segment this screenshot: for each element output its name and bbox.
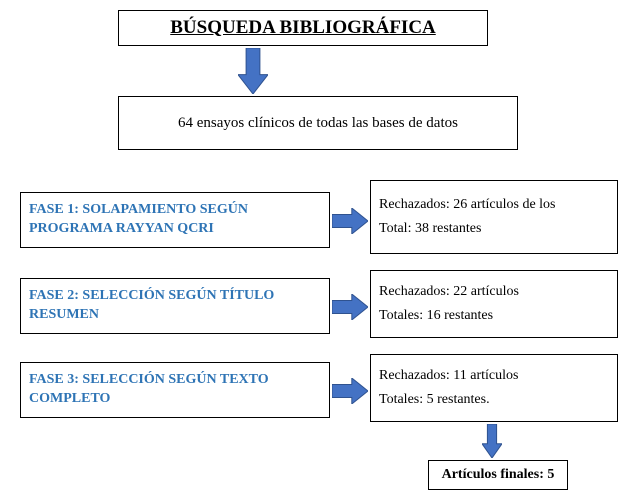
phase1-remaining: Total: 38 restantes [379, 217, 609, 241]
arrow-right-icon [332, 294, 368, 320]
final-box: Artículos finales: 5 [428, 460, 568, 490]
total-box: 64 ensayos clínicos de todas las bases d… [118, 96, 518, 150]
phase3-box: FASE 3: SELECCIÓN SEGÚN TEXTO COMPLETO [20, 362, 330, 418]
phase2-result-box: Rechazados: 22 artículos Totales: 16 res… [370, 270, 618, 338]
phase3-label: FASE 3: SELECCIÓN SEGÚN TEXTO COMPLETO [29, 371, 321, 409]
arrow-down-icon [238, 48, 268, 94]
phase1-label: FASE 1: SOLAPAMIENTO SEGÚN PROGRAMA RAYY… [29, 201, 321, 239]
phase3-rejected: Rechazados: 11 artículos [379, 364, 609, 388]
phase3-result-box: Rechazados: 11 artículos Totales: 5 rest… [370, 354, 618, 422]
final-text: Artículos finales: 5 [442, 467, 555, 483]
phase1-rejected: Rechazados: 26 artículos de los [379, 193, 609, 217]
phase2-box: FASE 2: SELECCIÓN SEGÚN TÍTULO RESUMEN [20, 278, 330, 334]
phase3-remaining: Totales: 5 restantes. [379, 388, 609, 412]
title-box: BÚSQUEDA BIBLIOGRÁFICA [118, 10, 488, 46]
total-text: 64 ensayos clínicos de todas las bases d… [178, 115, 458, 132]
phase2-rejected: Rechazados: 22 artículos [379, 280, 609, 304]
arrow-down-icon [482, 424, 502, 458]
title-text: BÚSQUEDA BIBLIOGRÁFICA [170, 17, 436, 39]
phase2-remaining: Totales: 16 restantes [379, 304, 609, 328]
phase1-result-box: Rechazados: 26 artículos de los Total: 3… [370, 180, 618, 254]
phase2-label: FASE 2: SELECCIÓN SEGÚN TÍTULO RESUMEN [29, 287, 321, 325]
phase1-box: FASE 1: SOLAPAMIENTO SEGÚN PROGRAMA RAYY… [20, 192, 330, 248]
arrow-right-icon [332, 208, 368, 234]
arrow-right-icon [332, 378, 368, 404]
